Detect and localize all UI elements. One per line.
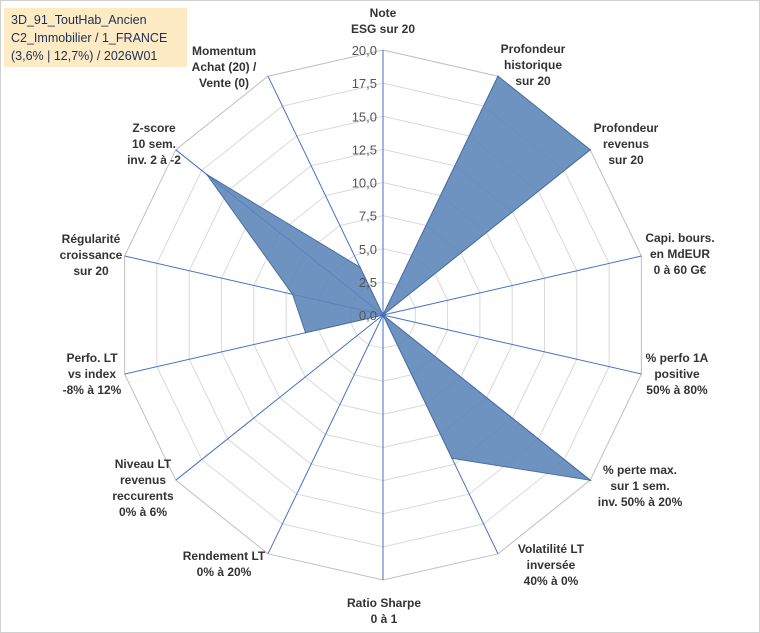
data-point [206,173,208,176]
axis-label: Perfo. LT vs index -8% à 12% [63,351,122,397]
data-point [497,75,499,77]
axis-label-line: Volatilité LT [518,542,585,556]
axis-label-line: revenus [603,137,649,151]
chart-title-box: 3D_91_ToutHab_Ancien C2_Immobilier / 1_F… [4,8,187,67]
axis-label-line: reccurents [112,489,174,503]
axis-label-line: 10 sem. [132,137,176,151]
axis-label-line: sur 20 [515,74,551,88]
axis-spoke [382,314,642,375]
axis-label: Z-score 10 sem. inv. 2 à -2 [127,121,181,167]
axis-label-line: en MdEUR [650,247,710,261]
data-point [589,149,591,151]
tick-label: 15,0 [352,109,377,124]
data-point [589,479,591,482]
tick-label: 0,0 [359,308,377,323]
tick-label: 12,5 [352,142,377,157]
axis-label-line: sur 1 sem. [610,479,669,493]
axis-spoke [175,314,384,481]
axis-label-line: Capi. bours. [645,231,714,245]
axis-label: Régularité croissance sur 20 [60,232,123,278]
axis-label: Rendement LT 0% à 20% [183,549,266,579]
tick-label: 10,0 [352,176,377,191]
axis-label-line: 0 à 1 [371,612,398,626]
axis-label-line: sur 20 [608,153,644,167]
axis-label-line: Vente (0) [199,76,249,90]
tick-label: 5,0 [359,242,377,257]
axis-label-line: positive [654,367,700,381]
axis-label-line: inversée [527,558,576,572]
data-point [451,457,453,460]
axis-label: Capi. bours. en MdEUR 0 à 60 G€ [645,231,714,277]
axis-label: Volatilité LT inversée 40% à 0% [518,542,585,588]
axis-label-line: historique [504,58,562,72]
axis-label-line: Régularité [62,232,121,246]
data-point [359,266,361,269]
axis-label-line: 0% à 20% [197,565,252,579]
axis-label: % perfo 1A positive 50% à 80% [646,351,709,397]
data-point [304,331,307,334]
axis-label-line: % perte max. [603,463,677,477]
axis-label-line: % perfo 1A [646,351,709,365]
tick-label: 17,5 [352,76,377,91]
axis-label: Note ESG sur 20 [351,6,415,36]
data-point [291,293,294,296]
axis-label-line: 0% à 6% [119,505,167,519]
tick-label: 7,5 [359,209,377,224]
axis-label-line: revenus [120,473,166,487]
axis-label-line: Profondeur [594,121,659,135]
axis-label-line: Perfo. LT [66,351,118,365]
axis-label-line: Profondeur [501,42,566,56]
axis-label-line: sur 20 [73,264,109,278]
axis-label-line: 0 à 60 G€ [654,263,707,277]
axis-label-line: 50% à 80% [646,383,708,397]
axis-label-line: Rendement LT [183,549,266,563]
data-area [206,75,592,481]
axis-label: % perte max. sur 1 sem. inv. 50% à 20% [598,463,683,509]
axis-label-line: -8% à 12% [63,383,122,397]
axis-label-line: Z-score [132,121,176,135]
axis-label-line: ESG sur 20 [351,22,415,36]
axis-label-line: croissance [60,248,123,262]
axis-label-line: 40% à 0% [524,574,579,588]
axis-label-line: Achat (20) / [192,60,257,74]
axis-label-line: Ratio Sharpe [347,596,421,610]
axis-label-line: Note [370,6,397,20]
axis-spoke [267,314,384,555]
axis-label: Profondeur revenus sur 20 [594,121,659,167]
axis-spoke [382,255,642,316]
axis-label: Momentum Achat (20) / Vente (0) [192,44,257,90]
axis-label-line: inv. 2 à -2 [127,153,181,167]
title-line-1: 3D_91_ToutHab_Ancien [11,13,147,27]
tick-label: 20,0 [352,43,377,58]
axis-label: Profondeur historique sur 20 [501,42,566,88]
title-line-3: (3,6% | 12,7%) / 2026W01 [11,49,158,63]
tick-label: 2,5 [359,275,377,290]
axis-label: Ratio Sharpe 0 à 1 [347,596,421,626]
axis-label-line: vs index [68,367,116,381]
title-line-2: C2_Immobilier / 1_FRANCE [11,31,168,45]
axis-label: Niveau LT revenus reccurents 0% à 6% [112,457,174,519]
data-point [382,314,384,316]
axis-label-line: inv. 50% à 20% [598,495,683,509]
axis-label-line: Niveau LT [115,457,172,471]
axis-label-line: Momentum [192,44,256,58]
